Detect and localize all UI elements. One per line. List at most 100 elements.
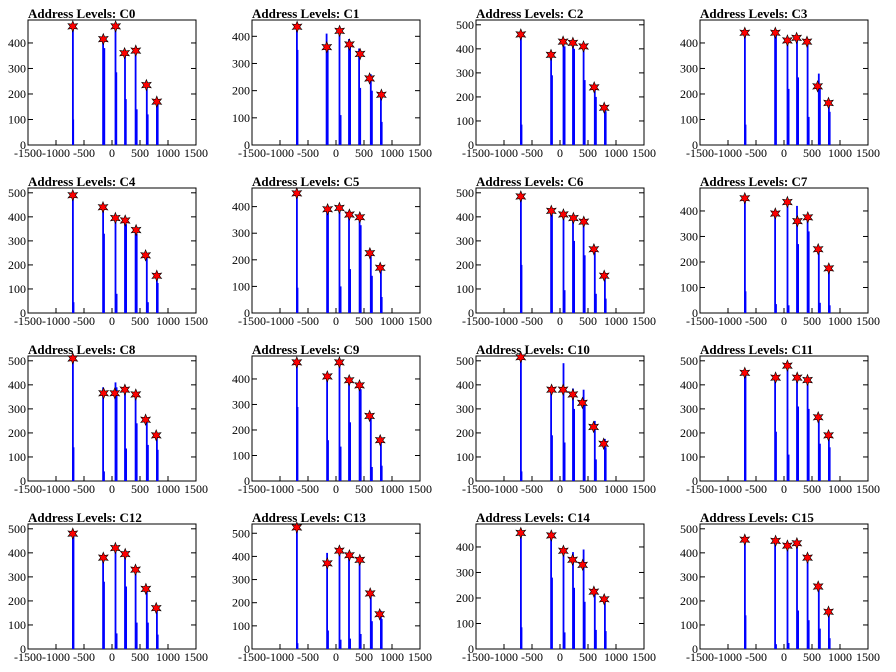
x-tick-label: 500 (579, 314, 597, 328)
histogram-bar (595, 293, 597, 313)
y-tick-label: 100 (680, 280, 698, 294)
peak-marker (98, 387, 110, 400)
histogram-bar (114, 382, 117, 481)
histogram-bar (593, 590, 596, 649)
peak-marker (375, 88, 387, 101)
histogram-bar (338, 30, 341, 145)
histogram-bar (520, 627, 523, 649)
peak-marker (291, 521, 303, 534)
histogram-bar (369, 593, 372, 649)
histogram-bar (573, 408, 575, 481)
x-tick-label: 500 (355, 482, 373, 496)
histogram-bar (819, 86, 821, 145)
peak-marker (151, 95, 163, 108)
histogram-bar (520, 532, 522, 649)
x-tick-label: 1000 (156, 146, 180, 160)
peak-marker (344, 208, 355, 221)
histogram-bar (774, 377, 776, 481)
x-tick-label: -1500 (462, 146, 490, 160)
peak-marker (119, 214, 131, 227)
histogram-bar (296, 287, 299, 313)
x-tick-label: -1500 (14, 650, 42, 664)
peak-marker (354, 211, 366, 224)
histogram-bar (744, 291, 747, 313)
y-tick-label: 500 (456, 354, 474, 368)
x-tick-label: 1000 (156, 650, 180, 664)
x-tick-label: 0 (557, 146, 563, 160)
x-tick-label: 0 (333, 314, 339, 328)
histogram-bar (550, 210, 552, 313)
y-tick-label: 200 (456, 258, 474, 272)
histogram-bar (103, 48, 106, 145)
y-tick-label: 300 (680, 402, 698, 416)
x-tick-label: 1000 (828, 146, 852, 160)
histogram-bar (797, 77, 799, 145)
peak-marker (333, 356, 345, 369)
peak-marker (140, 582, 152, 596)
histogram-bar (125, 448, 127, 481)
y-tick-label: 200 (8, 594, 26, 608)
x-tick-label: 500 (355, 650, 373, 664)
peak-marker (119, 383, 131, 397)
histogram-bar (595, 96, 597, 145)
histogram-bar (775, 431, 777, 481)
histogram-bar (583, 255, 586, 313)
histogram-bar (358, 217, 361, 313)
histogram-bar (134, 394, 137, 481)
histogram-bar (369, 415, 372, 481)
histogram-bar (371, 275, 373, 313)
y-tick-label: 400 (456, 540, 474, 554)
histogram-bar (563, 442, 566, 481)
histogram-bar (380, 618, 383, 649)
x-tick-label: 500 (131, 650, 149, 664)
chart-title: Address Levels: C5 (252, 174, 360, 189)
peak-marker (739, 191, 751, 205)
y-tick-label: 300 (680, 229, 698, 243)
y-tick-label: 100 (456, 616, 474, 630)
histogram-bar (562, 363, 565, 481)
peak-marker (568, 211, 579, 225)
x-tick-label: -1000 (266, 146, 294, 160)
histogram-bar (145, 588, 148, 649)
y-tick-label: 200 (8, 258, 26, 272)
y-tick-label: 400 (8, 210, 26, 224)
x-tick-label: 1000 (828, 650, 852, 664)
histogram-bar (358, 558, 361, 649)
y-tick-label: 300 (232, 397, 250, 411)
peak-marker (545, 48, 557, 62)
peak-marker (802, 551, 814, 565)
x-tick-label: -500 (521, 314, 543, 328)
chart-svg: Address Levels: C151002003004005000-1500… (680, 510, 880, 664)
x-tick-label: 500 (579, 146, 597, 160)
histogram-bar (156, 449, 159, 482)
histogram-bar (806, 382, 809, 481)
y-tick-label: 100 (680, 618, 698, 632)
histogram-bar (744, 124, 747, 145)
x-tick-label: -1500 (686, 482, 714, 496)
plot-frame (27, 355, 197, 482)
histogram-bar (796, 37, 798, 145)
histogram-bar (806, 43, 809, 145)
chart-title: Address Levels: C12 (28, 510, 142, 525)
peak-marker (598, 269, 610, 282)
x-tick-label: 1500 (856, 314, 880, 328)
plot-frame (475, 355, 645, 482)
histogram-bar (819, 443, 821, 481)
histogram-bar (135, 233, 138, 313)
peak-marker (781, 195, 793, 209)
x-tick-label: 1000 (380, 314, 404, 328)
histogram-bar (604, 447, 607, 481)
peak-marker (578, 215, 590, 229)
peak-marker (769, 207, 781, 220)
histogram-bar (593, 420, 596, 481)
plot-frame (251, 523, 421, 650)
y-tick-label: 100 (8, 450, 26, 464)
chart-title: Address Levels: C4 (28, 174, 136, 189)
peak-marker (119, 46, 131, 60)
x-tick-label: -1000 (714, 650, 742, 664)
histogram-bar (807, 116, 810, 145)
y-tick-label: 400 (8, 36, 26, 50)
histogram-bar (562, 214, 565, 313)
x-tick-label: 1000 (604, 482, 628, 496)
